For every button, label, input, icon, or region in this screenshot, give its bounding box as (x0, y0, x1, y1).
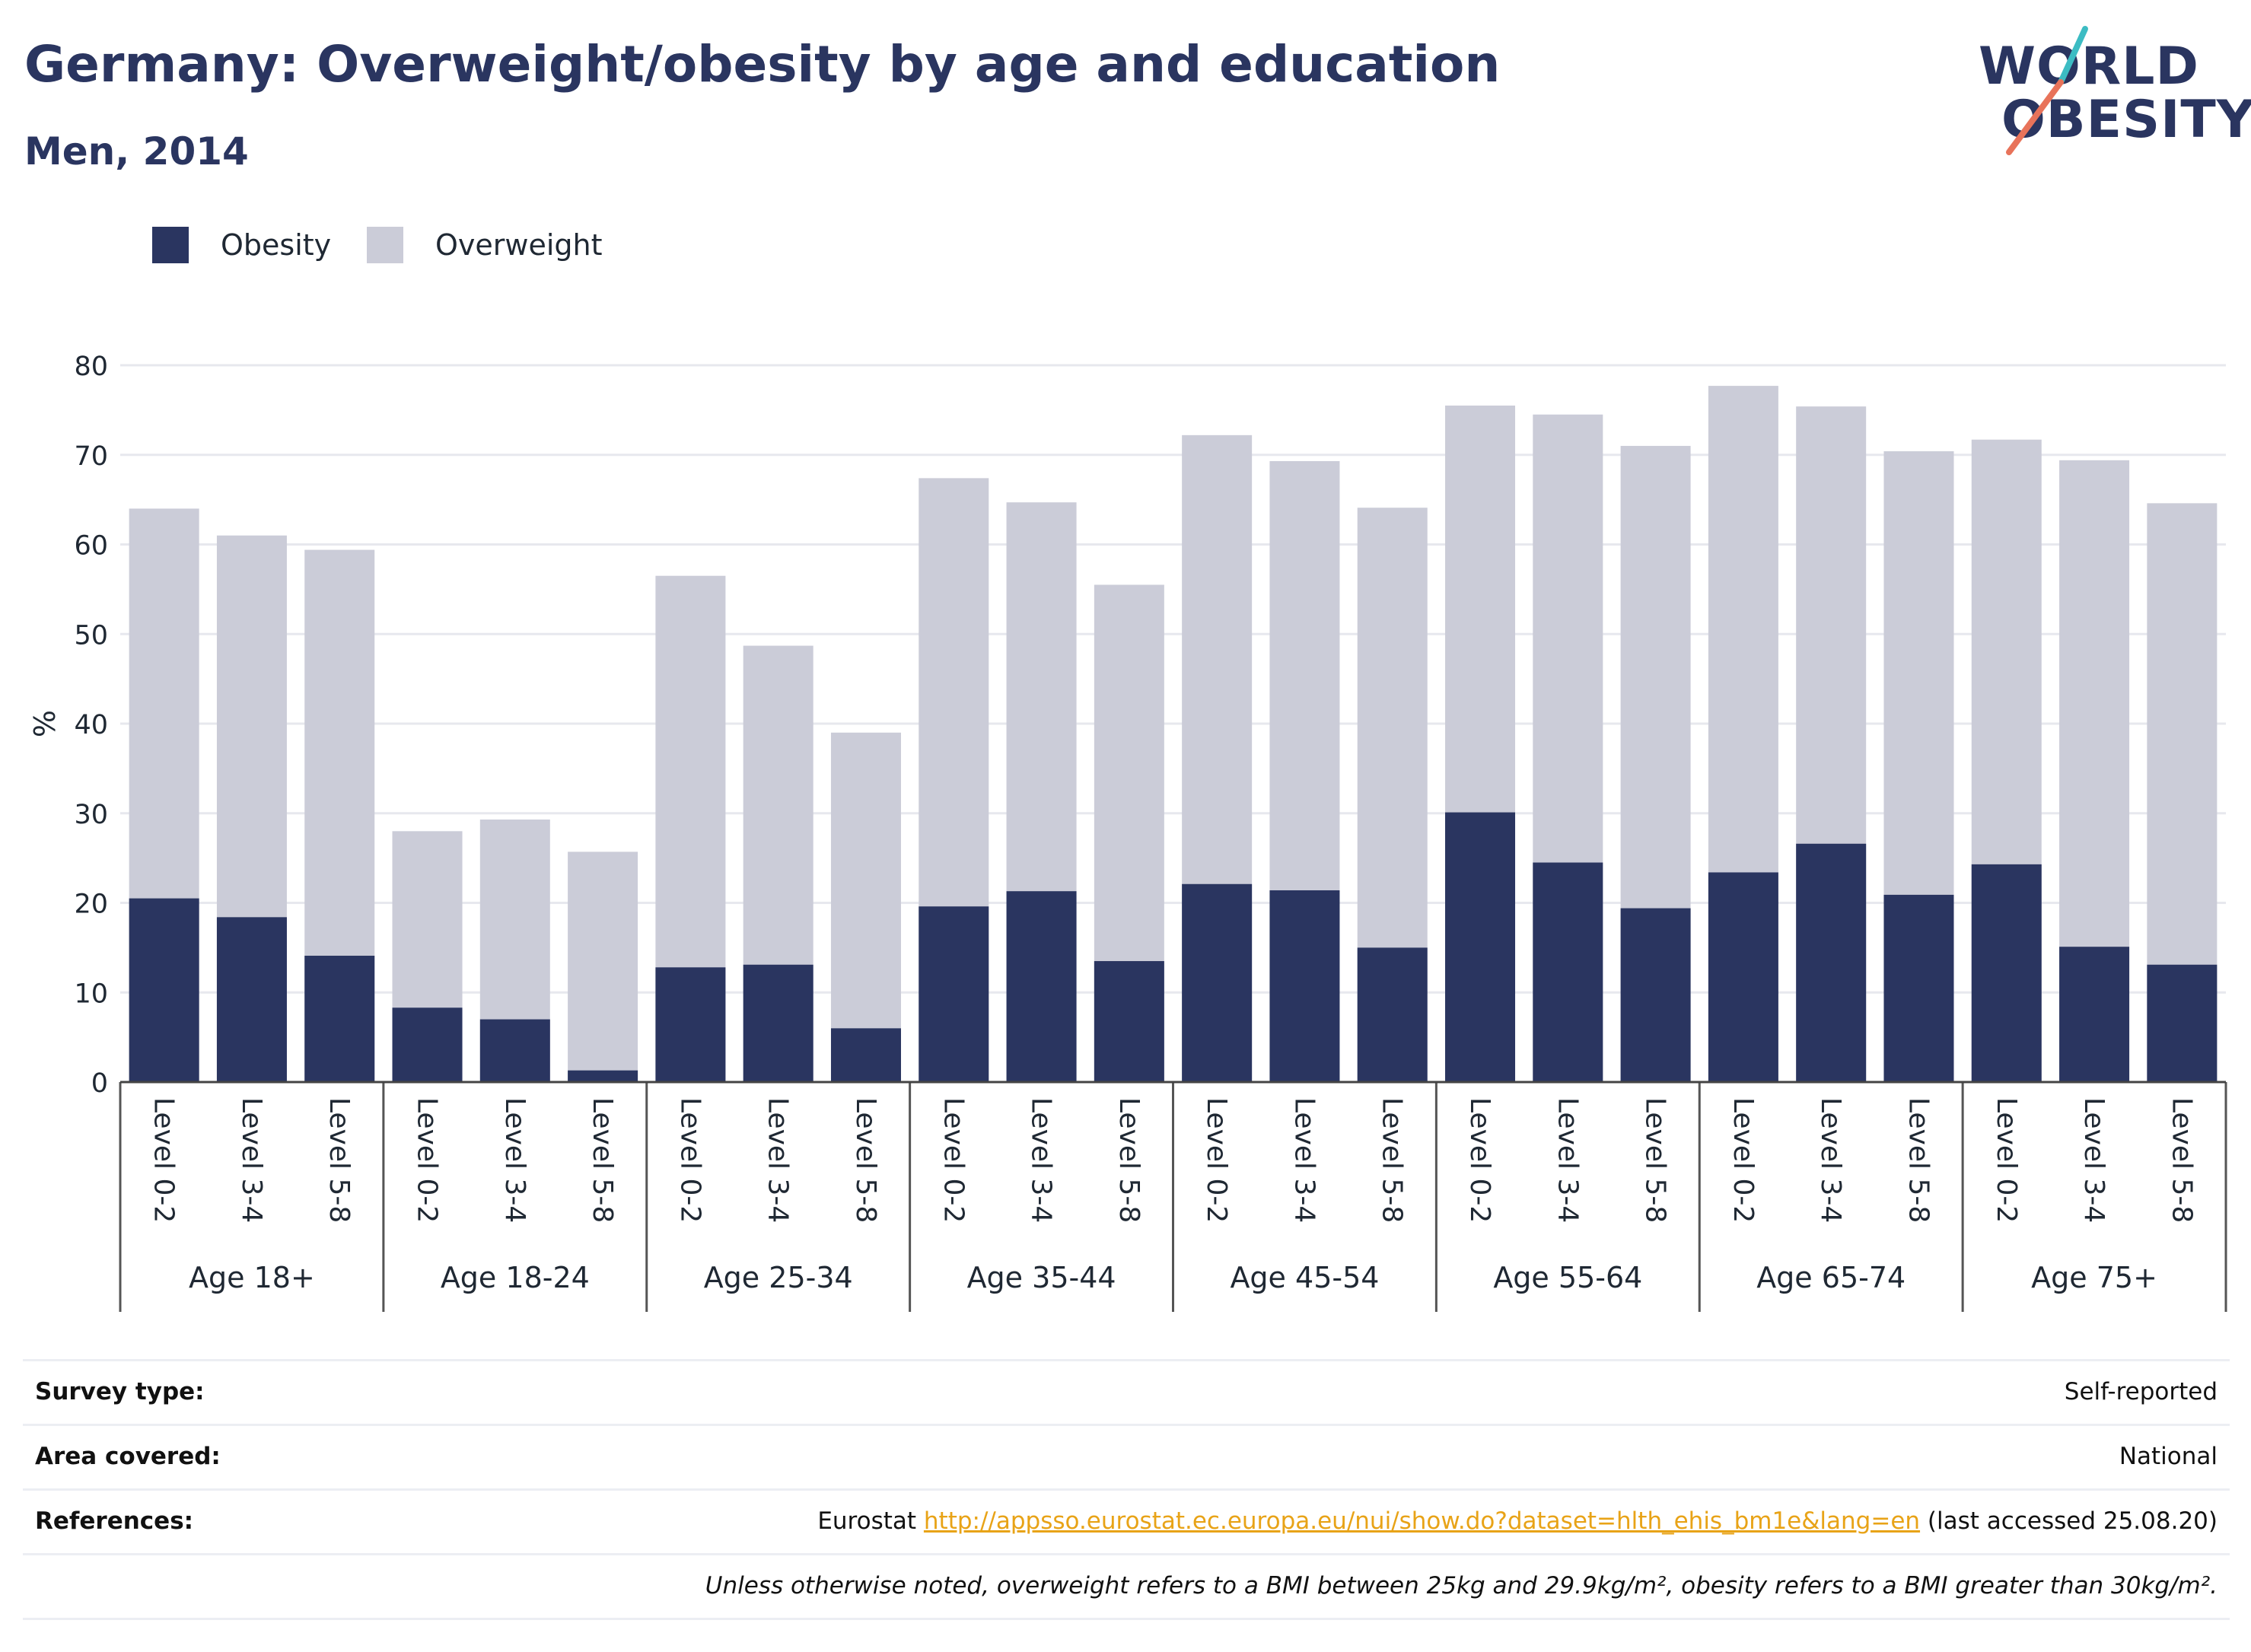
obesity-bar (1006, 891, 1077, 1082)
chart-subtitle: Men, 2014 (24, 129, 249, 173)
group-label: Age 18+ (189, 1261, 315, 1294)
obesity-bar (2059, 947, 2130, 1082)
legend-label-obesity: Obesity (221, 228, 332, 262)
legend-label-overweight: Overweight (435, 228, 603, 262)
obesity-bar (1796, 843, 1867, 1082)
obesity-bar (2147, 964, 2218, 1082)
logo-slash-icon (2006, 26, 2088, 155)
x-tick-label: Level 0-2 (1201, 1097, 1232, 1223)
x-tick-label: Level 3-4 (763, 1097, 794, 1223)
obesity-bar (830, 1028, 901, 1082)
x-tick-label: Level 3-4 (2078, 1097, 2109, 1223)
x-tick-label: Level 0-2 (1991, 1097, 2022, 1223)
logo-line-1: WORLD (1979, 37, 2199, 97)
x-tick-label: Level 5-8 (587, 1097, 618, 1223)
x-tick-label: Level 3-4 (1026, 1097, 1057, 1223)
survey-type-value: Self-reported (2064, 1378, 2218, 1405)
x-tick-label: Level 5-8 (2166, 1097, 2197, 1223)
group-label: Age 35-44 (967, 1261, 1116, 1294)
x-tick-label: Level 5-8 (323, 1097, 355, 1223)
group-label: Age 75+ (2031, 1261, 2157, 1294)
x-tick-label: Level 0-2 (412, 1097, 443, 1223)
definition-note: Unless otherwise noted, overweight refer… (705, 1572, 2218, 1599)
references-label: References: (35, 1507, 194, 1535)
legend-swatch-overweight (367, 227, 403, 263)
x-tick-label: Level 5-8 (1902, 1097, 1934, 1223)
obesity-bar (1269, 890, 1340, 1082)
obesity-bar (568, 1070, 638, 1082)
x-tick-label: Level 0-2 (674, 1097, 705, 1223)
survey-type-label: Survey type: (35, 1378, 205, 1405)
obesity-bar (1357, 947, 1428, 1082)
group-label: Age 45-54 (1230, 1261, 1379, 1294)
x-tick-label: Level 5-8 (850, 1097, 881, 1223)
y-tick-label: 20 (74, 890, 108, 920)
group-label: Age 55-64 (1493, 1261, 1642, 1294)
obesity-bar (1883, 894, 1954, 1082)
obesity-bar (919, 906, 989, 1082)
references-value: Eurostat http://appsso.eurostat.ec.europ… (817, 1507, 2218, 1535)
obesity-bar (304, 955, 375, 1082)
area-covered-label: Area covered: (35, 1443, 221, 1470)
group-label: Age 25-34 (704, 1261, 853, 1294)
obesity-bar (1182, 883, 1253, 1082)
x-tick-label: Level 3-4 (1815, 1097, 1846, 1223)
y-axis-label: % (28, 710, 62, 737)
y-tick-label: 40 (74, 710, 108, 740)
y-tick-label: 10 (74, 979, 108, 1009)
area-covered-value: National (2119, 1443, 2218, 1470)
overweight-bar (830, 732, 901, 1082)
y-tick-label: 70 (74, 441, 108, 472)
y-tick-label: 0 (91, 1068, 108, 1099)
obesity-bar (655, 967, 726, 1082)
references-row: References: Eurostat http://appsso.euros… (23, 1488, 2230, 1553)
y-tick-label: 50 (74, 620, 108, 651)
x-tick-label: Level 3-4 (499, 1097, 530, 1223)
obesity-bar (743, 964, 813, 1082)
obesity-bar (1708, 872, 1778, 1082)
obesity-bar (479, 1019, 550, 1082)
obesity-bar (129, 898, 199, 1082)
logo-line-2: OBESITY (2001, 90, 2251, 150)
group-label: Age 65-74 (1756, 1261, 1906, 1294)
x-tick-label: Level 0-2 (1727, 1097, 1759, 1223)
bar-chart: 0 10 20 30 40 50 60 70 80% Level 0-2 Level 3-4 Leve… (28, 352, 2227, 1312)
obesity-bar (1971, 864, 2042, 1082)
world-obesity-logo: WORLD OBESITY (1979, 23, 2251, 160)
obesity-bar (392, 1007, 463, 1082)
obesity-bar (1094, 961, 1164, 1082)
obesity-bar (1620, 908, 1691, 1082)
x-tick-label: Level 0-2 (1464, 1097, 1495, 1223)
x-tick-label: Level 3-4 (1288, 1097, 1320, 1223)
chart-title: Germany: Overweight/obesity by age and e… (24, 35, 1501, 94)
x-tick-label: Level 0-2 (938, 1097, 969, 1223)
chart-footer: Survey type: Self-reported Area covered:… (23, 1359, 2230, 1620)
x-tick-label: Level 0-2 (148, 1097, 180, 1223)
x-tick-label: Level 5-8 (1113, 1097, 1145, 1223)
overweight-bar (568, 851, 638, 1082)
x-tick-label: Level 3-4 (1552, 1097, 1583, 1223)
y-tick-label: 80 (74, 352, 108, 382)
group-label: Age 18-24 (441, 1261, 590, 1294)
legend-swatch-obesity (152, 227, 189, 263)
obesity-bar (216, 917, 287, 1082)
reference-accessed: (last accessed 25.08.20) (1927, 1507, 2218, 1535)
obesity-bar (1533, 862, 1603, 1082)
reference-source: Eurostat (817, 1507, 917, 1535)
y-tick-label: 60 (74, 531, 108, 562)
x-tick-label: Level 5-8 (1640, 1097, 1671, 1223)
area-covered-row: Area covered: National (23, 1424, 2230, 1488)
y-tick-label: 30 (74, 800, 108, 830)
reference-link[interactable]: http://appsso.eurostat.ec.europa.eu/nui/… (923, 1507, 1921, 1535)
x-tick-label: Level 3-4 (236, 1097, 267, 1223)
x-tick-label: Level 5-8 (1377, 1097, 1408, 1223)
survey-type-row: Survey type: Self-reported (23, 1359, 2230, 1424)
definition-note-row: Unless otherwise noted, overweight refer… (23, 1553, 2230, 1620)
obesity-bar (1445, 812, 1516, 1082)
